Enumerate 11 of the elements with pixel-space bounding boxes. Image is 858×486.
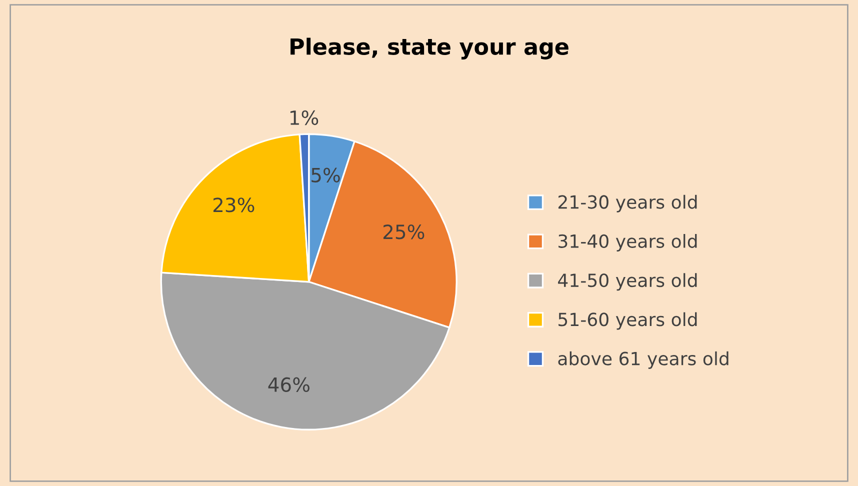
data-label: 46% — [268, 377, 310, 392]
legend-label: 31-40 years old — [558, 234, 697, 252]
legend-label: 21-30 years old — [558, 194, 697, 212]
data-label: 25% — [383, 224, 424, 240]
legend-label: 41-50 years old — [558, 273, 697, 291]
legend-label: 51-60 years old — [558, 312, 697, 330]
data-label: 1% — [290, 110, 318, 126]
legend-label: above 61 years old — [558, 351, 728, 369]
chart-title: Please, state your age — [290, 38, 568, 60]
data-label: 5% — [312, 168, 340, 182]
data-label: 23% — [213, 198, 254, 212]
